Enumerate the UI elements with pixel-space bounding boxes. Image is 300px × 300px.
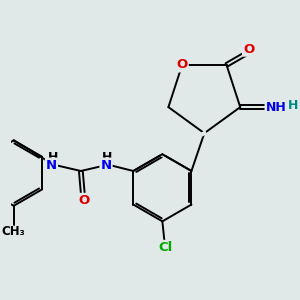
Text: O: O <box>78 194 89 207</box>
Text: H: H <box>287 98 298 112</box>
Text: CH₃: CH₃ <box>2 225 26 238</box>
Text: N: N <box>100 159 112 172</box>
Text: O: O <box>243 43 254 56</box>
Text: N: N <box>46 159 57 172</box>
Text: NH: NH <box>266 100 286 114</box>
Text: H: H <box>102 151 112 164</box>
Text: Cl: Cl <box>158 241 172 254</box>
Text: O: O <box>176 58 188 71</box>
Text: H: H <box>47 151 58 164</box>
